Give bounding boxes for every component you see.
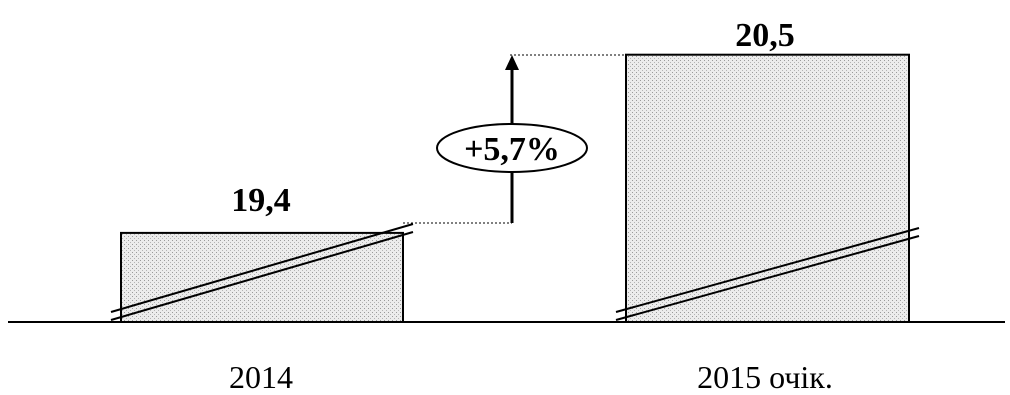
bar-2015 <box>625 53 910 323</box>
labels-layer: 19,4 20,5 2014 2015 очік. <box>229 17 833 395</box>
bar-value-label-2015: 20,5 <box>735 17 795 54</box>
change-percent-label: +5,7% <box>464 131 560 168</box>
change-ellipse <box>436 123 588 173</box>
category-label-2014: 2014 <box>229 359 293 395</box>
axis-break-line-2-2 <box>615 235 920 321</box>
bars-layer <box>110 53 920 323</box>
axis-break-line-1-1 <box>110 223 414 313</box>
category-label-2015: 2015 очік. <box>697 359 833 395</box>
bar-value-label-2014: 19,4 <box>231 182 291 219</box>
change-arrowhead-icon <box>505 55 519 70</box>
axis-break-line-1-2 <box>110 231 414 321</box>
axis-break-line-2-1 <box>615 227 920 313</box>
change-indicator: +5,7% <box>403 54 624 224</box>
